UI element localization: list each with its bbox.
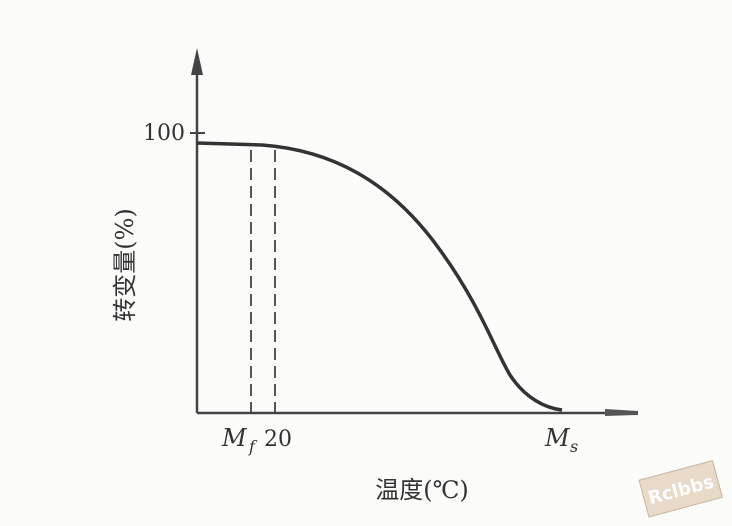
watermark: Rclbbs	[638, 459, 723, 518]
x-axis-label: 温度(℃)	[375, 476, 469, 504]
y-axis-label: 转变量(%)	[111, 208, 139, 322]
twenty-label: 20	[264, 427, 292, 452]
transformation-curve	[196, 141, 563, 412]
y-arrow	[191, 48, 203, 75]
mf-subscript: f	[248, 437, 258, 456]
y-tick-label: 100	[143, 121, 185, 146]
ms-subscript: s	[570, 437, 578, 456]
x-arrow	[605, 409, 638, 416]
watermark-box	[638, 459, 723, 518]
mf-label: M	[221, 424, 248, 452]
ms-label: M	[544, 424, 571, 452]
